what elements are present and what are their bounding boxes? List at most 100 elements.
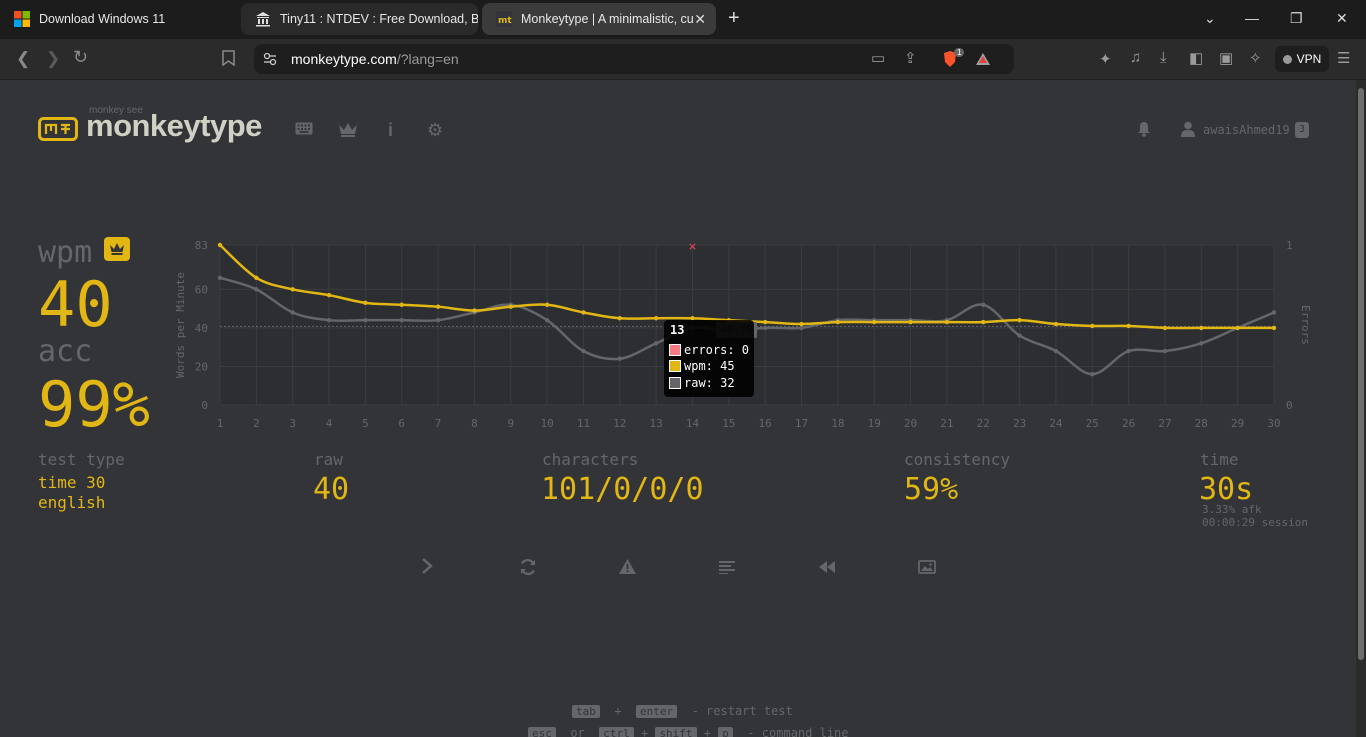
tab-title: Monkeytype | A minimalistic, cu: [521, 12, 694, 26]
reload-button[interactable]: ↻: [73, 47, 89, 67]
tooltip-raw-row: raw: 32: [669, 376, 735, 390]
raw-point: [1199, 341, 1204, 346]
vpn-button[interactable]: VPN: [1275, 46, 1329, 72]
share-icon[interactable]: ⇪: [904, 50, 917, 67]
raw-point: [1271, 310, 1277, 315]
tab-download-windows[interactable]: Download Windows 11: [0, 3, 237, 35]
time-value: 30s: [1199, 472, 1254, 507]
tab-search-chevron-icon[interactable]: ⌄: [1204, 10, 1216, 26]
raw-point: [799, 325, 804, 331]
wallet-icon[interactable]: ▣: [1219, 50, 1234, 67]
leaderboard-crown-icon[interactable]: [338, 122, 358, 142]
close-tab-icon[interactable]: ✕: [694, 11, 706, 27]
save-screenshot-image-icon[interactable]: [918, 558, 936, 579]
next-test-button[interactable]: [421, 558, 433, 579]
wpm-point: [581, 310, 586, 315]
wpm-point: [435, 304, 441, 309]
windows-logo-icon: [14, 11, 30, 27]
sidebar-icon[interactable]: ◧: [1189, 50, 1204, 67]
new-tab-button[interactable]: +: [728, 7, 740, 29]
raw-point: [1162, 348, 1168, 354]
wpm-point: [326, 292, 332, 298]
x-tick-label: 29: [1231, 417, 1244, 430]
close-window-button[interactable]: ✕: [1336, 10, 1348, 26]
minimize-button[interactable]: —: [1245, 10, 1259, 26]
raw-point: [399, 317, 404, 323]
extensions-icon[interactable]: ✦: [1099, 51, 1112, 68]
wpm-point: [944, 319, 950, 325]
back-button[interactable]: ❮: [16, 49, 31, 68]
monkeytype-favicon-icon: mt: [496, 11, 512, 27]
x-tick-label: 13: [650, 417, 663, 430]
user-level-badge: 3: [1295, 122, 1309, 138]
characters-value: 101/0/0/0: [541, 472, 704, 507]
vpn-status-dot-icon: [1282, 54, 1292, 64]
wpm-point: [617, 316, 622, 321]
x-tick-label: 9: [507, 417, 514, 430]
account-user-icon[interactable]: [1181, 121, 1195, 142]
x-tick-label: 6: [398, 417, 405, 430]
site-settings-icon[interactable]: [263, 52, 277, 66]
x-tick-label: 4: [326, 417, 333, 430]
bookmark-icon[interactable]: [222, 50, 235, 70]
monkeytype-logo-icon[interactable]: [38, 117, 78, 141]
practice-missed-words-warning-icon[interactable]: [618, 558, 637, 580]
maximize-button[interactable]: ❐: [1290, 10, 1303, 26]
restart-test-button[interactable]: [519, 558, 537, 581]
url-bar[interactable]: monkeytype.com/?lang=en ▭ ⇪ 1: [254, 44, 1014, 74]
monkeytype-page: monkey see monkeytype i ⚙ awaisAhmed19 3…: [0, 80, 1356, 737]
wpm-point: [1162, 325, 1168, 331]
brave-shields-icon[interactable]: [942, 50, 958, 68]
address-toolbar: ❮ ❯ ↻ monkeytype.com/?lang=en ▭ ⇪ 1 ✦ ♫ …: [0, 39, 1366, 80]
raw-point: [981, 302, 986, 307]
y2-axis-title: Errors: [1299, 305, 1312, 345]
raw-point: [581, 348, 586, 354]
y-axis-title: Words per Minute: [174, 272, 187, 378]
y-tick-label: 83: [195, 239, 208, 252]
x-tick-label: 25: [1086, 417, 1099, 430]
x-tick-label: 21: [940, 417, 953, 430]
wpm-point: [653, 316, 659, 321]
username[interactable]: awaisAhmed19: [1203, 123, 1290, 137]
cast-icon[interactable]: ▭: [871, 50, 886, 67]
x-tick-label: 10: [540, 417, 553, 430]
wpm-point: [981, 319, 986, 325]
session-time-value: 00:00:29 session: [1202, 516, 1308, 529]
x-tick-label: 28: [1195, 417, 1208, 430]
esc-key: esc: [528, 727, 556, 737]
url-text: monkeytype.com/?lang=en: [291, 51, 459, 67]
tab-tiny11[interactable]: Tiny11 : NTDEV : Free Download, Bo: [241, 3, 478, 35]
logo-text[interactable]: monkeytype: [86, 108, 262, 143]
test-type-label: test type: [38, 450, 125, 469]
x-tick-label: 8: [471, 417, 478, 430]
replay-rewind-icon[interactable]: [818, 558, 836, 579]
keyboard-icon[interactable]: [295, 122, 313, 140]
wpm-label: wpm: [38, 235, 93, 270]
y-tick-label: 60: [195, 283, 208, 296]
about-info-icon[interactable]: i: [388, 120, 394, 140]
raw-point: [326, 317, 332, 323]
word-history-icon[interactable]: [719, 558, 735, 579]
x-tick-label: 30: [1267, 417, 1280, 430]
downloads-icon[interactable]: ⤓: [1160, 49, 1167, 66]
settings-gear-icon[interactable]: ⚙: [427, 120, 444, 140]
x-tick-label: 20: [904, 417, 917, 430]
enter-key: enter: [636, 705, 678, 718]
consistency-value: 59%: [904, 472, 959, 507]
scrollbar-thumb[interactable]: [1358, 88, 1364, 660]
raw-point: [254, 287, 259, 292]
media-icon[interactable]: ♫: [1130, 49, 1142, 66]
brave-rewards-icon[interactable]: [975, 52, 991, 66]
tab-monkeytype[interactable]: mt Monkeytype | A minimalistic, cu ✕: [482, 3, 716, 35]
afk-value: 3.33% afk: [1202, 503, 1262, 516]
page-scrollbar[interactable]: [1356, 80, 1366, 737]
x-tick-label: 14: [686, 417, 700, 430]
menu-icon[interactable]: ☰: [1337, 50, 1351, 67]
consistency-label: consistency: [904, 450, 1010, 469]
forward-button[interactable]: ❯: [46, 49, 61, 68]
raw-point: [617, 356, 622, 361]
logo-tagline: monkey see: [89, 105, 143, 116]
time-label: time: [1200, 450, 1239, 469]
notifications-bell-icon[interactable]: [1137, 121, 1151, 142]
leo-ai-icon[interactable]: ✧: [1249, 50, 1262, 67]
